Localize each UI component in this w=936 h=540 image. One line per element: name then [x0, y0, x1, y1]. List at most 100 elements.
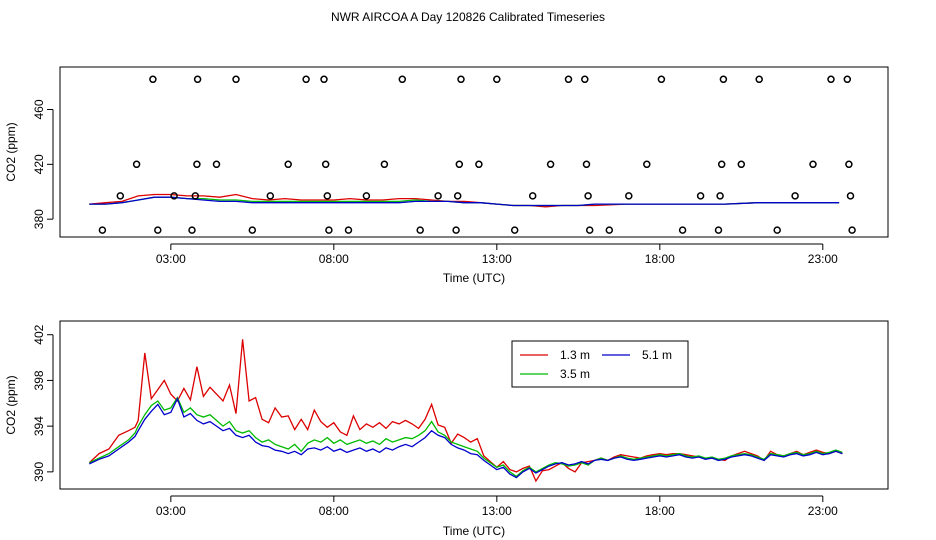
bottom-y-axis: 390 394 398 402: [32, 324, 54, 482]
top-marker-point: [716, 192, 724, 200]
top-marker-point: [582, 160, 591, 169]
bottom-x-tick-label: 03:00: [156, 504, 186, 518]
top-marker-point: [344, 226, 353, 234]
top-series-line-1-3-m: [89, 193, 840, 208]
top-marker-point: [528, 192, 537, 200]
top-marker-point: [284, 160, 292, 169]
top-marker-point: [585, 226, 594, 234]
top-marker-point: [325, 226, 333, 234]
top-marker-point: [266, 192, 275, 200]
bottom-x-axis-label: Time (UTC): [443, 524, 505, 538]
top-marker-point: [212, 160, 221, 169]
legend: 1.3 m 3.5 m 5.1 m: [511, 340, 689, 388]
top-marker-point: [321, 160, 330, 169]
top-marker-point: [232, 75, 240, 84]
bottom-y-axis-label: CO2 (ppm): [4, 375, 18, 434]
top-x-axis: 03:00 08:00 13:00 18:00 23:00: [156, 243, 838, 266]
legend-entry-label: 3.5 m: [560, 367, 590, 381]
top-marker-point: [848, 226, 856, 234]
top-marker-point: [455, 160, 464, 169]
top-marker-point: [132, 160, 141, 169]
top-marker-point: [302, 75, 310, 84]
top-marker-point: [149, 75, 157, 84]
top-y-tick-label: 420: [32, 154, 46, 174]
top-marker-point: [643, 160, 651, 169]
top-marker-point: [809, 160, 817, 169]
top-x-tick-label: 18:00: [645, 252, 675, 266]
bottom-series-group: [88, 339, 843, 483]
figure-title: NWR AIRCOA A Day 120826 Calibrated Times…: [331, 10, 605, 24]
top-marker-point: [696, 192, 705, 200]
top-marker-point: [193, 160, 201, 169]
bottom-y-tick-label: 390: [32, 462, 46, 482]
top-marker-point: [581, 75, 589, 84]
bottom-plot-frame: [59, 320, 889, 490]
bottom-y-tick-label: 402: [32, 324, 46, 344]
top-x-tick-label: 08:00: [319, 252, 349, 266]
top-marker-point: [827, 75, 835, 84]
top-marker-point: [845, 160, 853, 169]
top-marker-point: [493, 75, 501, 84]
top-marker-point: [737, 160, 746, 169]
top-x-tick-label: 03:00: [156, 252, 186, 266]
bottom-x-tick-label: 18:00: [645, 504, 675, 518]
top-marker-point: [453, 192, 462, 200]
legend-box: [511, 340, 689, 388]
bottom-series-line-3-5-m: [89, 396, 843, 478]
top-series-group: [89, 193, 840, 208]
top-y-tick-label: 380: [32, 209, 46, 229]
bottom-x-tick-label: 23:00: [808, 504, 838, 518]
top-marker-point: [719, 75, 728, 84]
bottom-x-axis: 03:00 08:00 13:00 18:00 23:00: [156, 495, 838, 518]
top-marker-point: [380, 160, 389, 169]
top-marker-point: [362, 192, 371, 200]
top-marker-point: [154, 226, 162, 234]
top-marker-point: [605, 226, 614, 234]
top-marker-point: [170, 192, 178, 200]
top-marker-point: [678, 226, 687, 234]
top-plot-frame: [59, 66, 889, 238]
bottom-series-line-5-1-m: [89, 397, 843, 479]
bottom-x-tick-label: 13:00: [482, 504, 512, 518]
top-marker-point: [434, 192, 442, 200]
top-marker-point: [657, 75, 666, 84]
bottom-panel: 03:00 08:00 13:00 18:00 23:00 390 394 398 402 T…: [4, 320, 889, 538]
top-marker-point: [546, 160, 555, 169]
top-marker-point: [846, 192, 855, 200]
top-marker-point: [457, 75, 465, 84]
bottom-series-line-1-3-m: [88, 339, 843, 483]
top-panel: 03:00 08:00 13:00 18:00 23:00 380 420 460 Time…: [4, 66, 889, 285]
legend-entry-label: 5.1 m: [642, 348, 672, 362]
top-marker-point: [452, 226, 460, 234]
top-marker-point: [416, 226, 424, 234]
top-marker-point: [320, 75, 328, 84]
top-x-axis-label: Time (UTC): [443, 271, 505, 285]
bottom-y-tick-label: 394: [32, 416, 46, 436]
top-y-tick-label: 460: [32, 99, 46, 119]
top-marker-point: [843, 75, 852, 84]
top-marker-point: [773, 226, 781, 234]
top-marker-point: [564, 75, 573, 84]
bottom-x-tick-label: 08:00: [319, 504, 349, 518]
top-marker-point: [625, 192, 633, 200]
top-marker-point: [248, 226, 257, 234]
top-marker-point: [398, 75, 407, 84]
top-marker-point: [116, 192, 125, 200]
top-y-axis-label: CO2 (ppm): [4, 122, 18, 181]
top-marker-point: [193, 75, 202, 84]
top-marker-point: [510, 226, 519, 234]
top-marker-point: [584, 192, 592, 200]
top-x-tick-label: 23:00: [808, 252, 838, 266]
top-marker-point: [188, 226, 196, 234]
top-marker-point: [755, 75, 763, 84]
bottom-y-tick-label: 398: [32, 370, 46, 390]
top-x-tick-label: 13:00: [482, 252, 512, 266]
top-marker-point: [791, 192, 799, 200]
top-marker-point: [717, 160, 726, 169]
top-marker-point: [714, 226, 723, 234]
top-markers-group: [98, 75, 856, 234]
top-marker-point: [323, 192, 332, 200]
top-marker-point: [98, 226, 107, 234]
top-marker-point: [191, 192, 200, 200]
